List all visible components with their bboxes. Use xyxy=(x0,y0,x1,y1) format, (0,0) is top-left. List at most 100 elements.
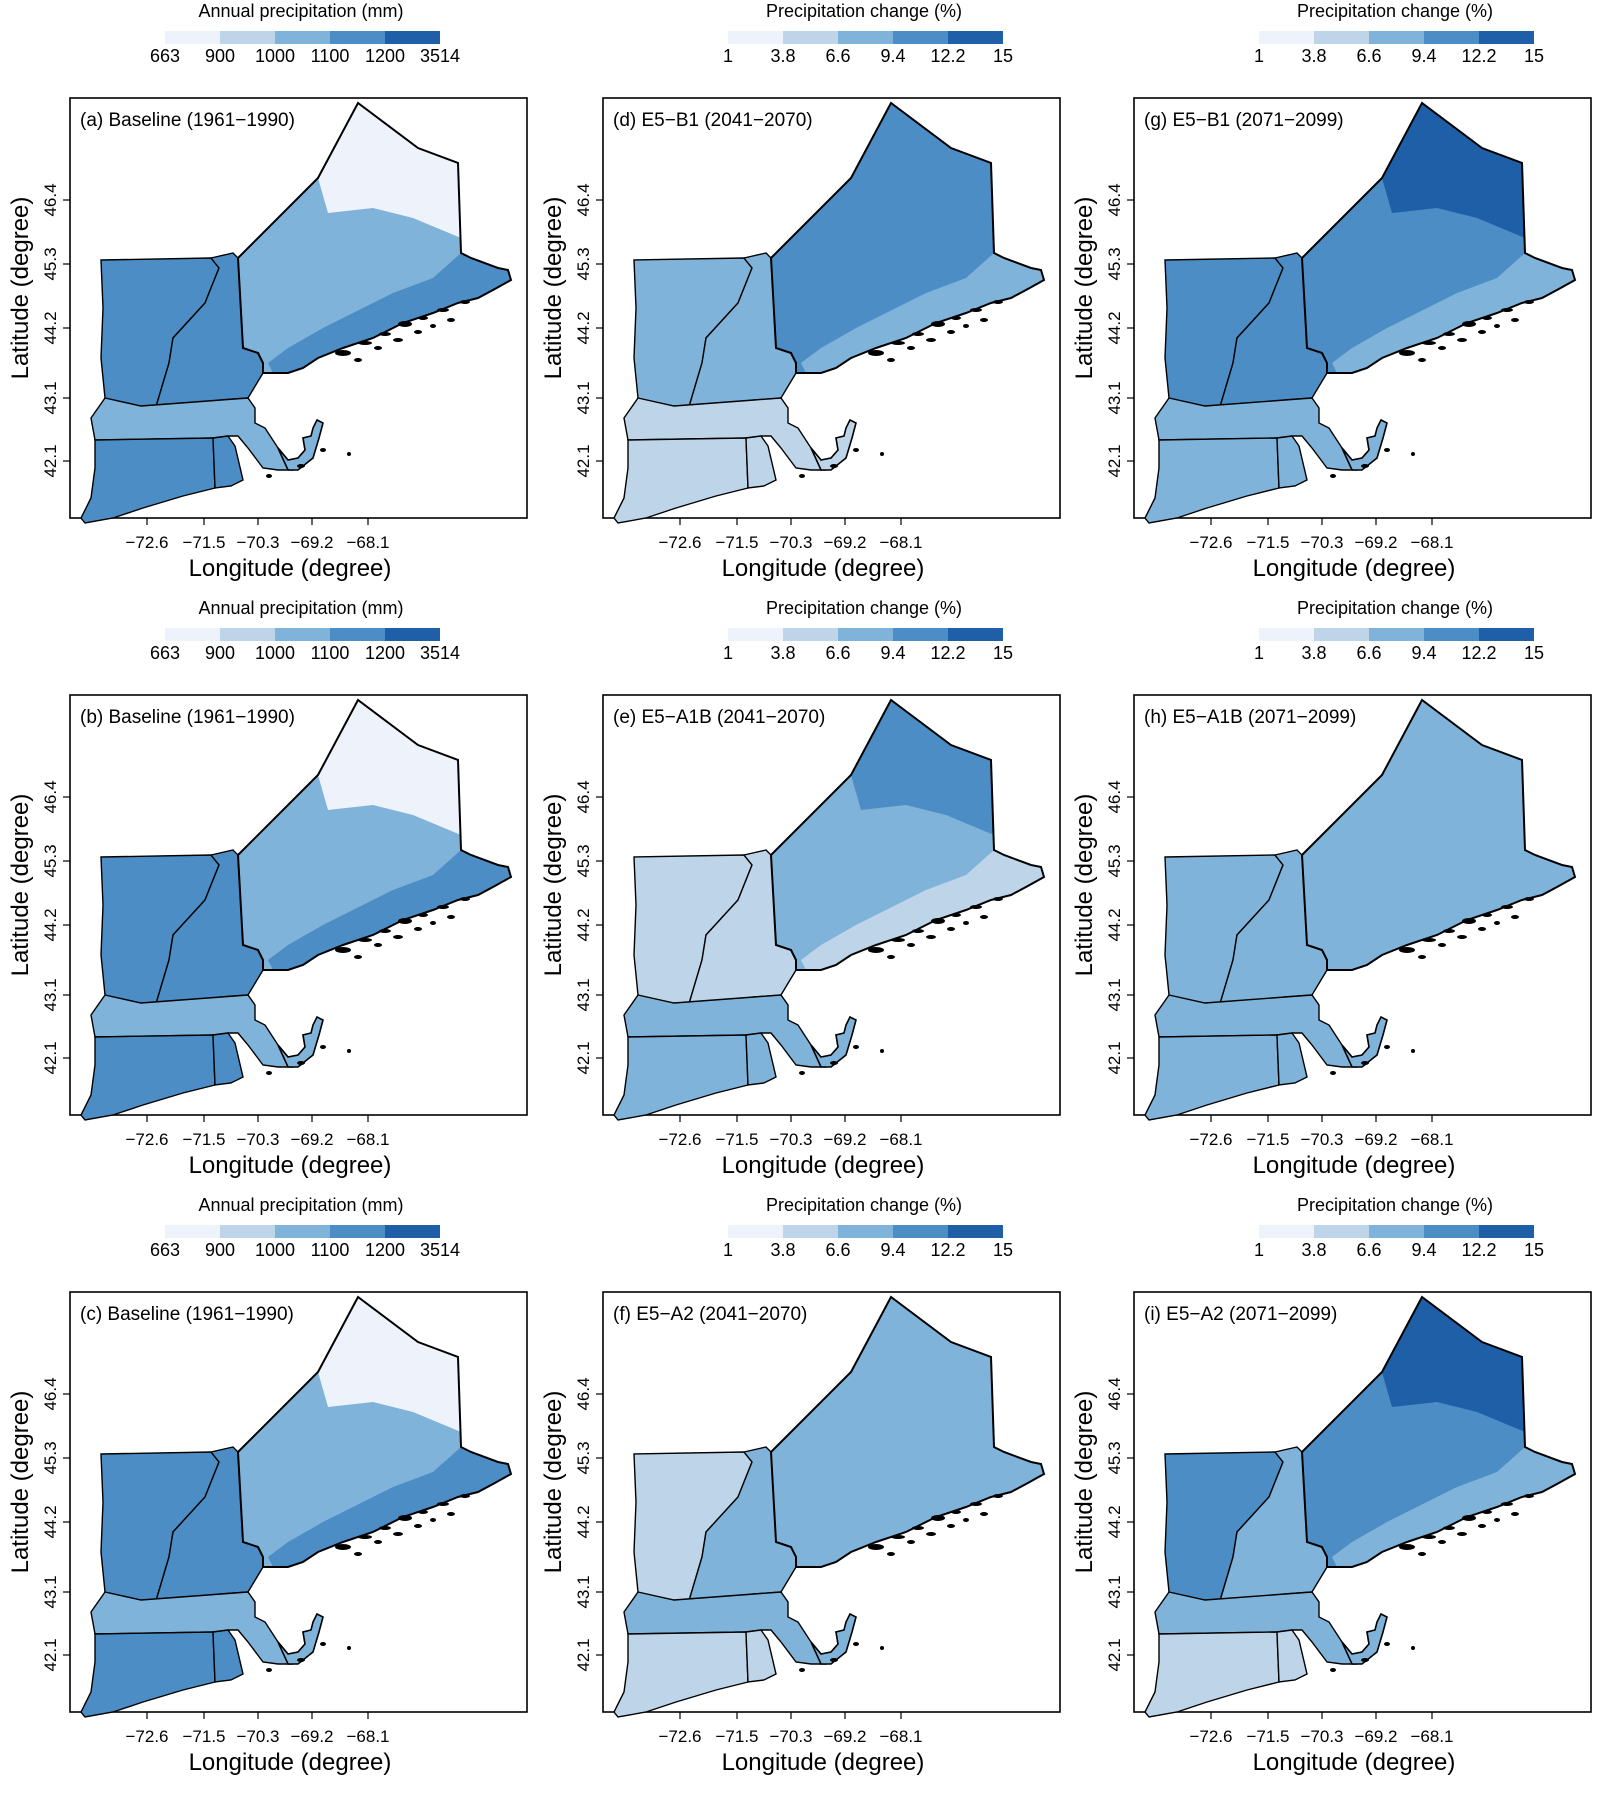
y-tick-label: 42.1 xyxy=(1105,444,1124,477)
legend-break: 900 xyxy=(205,1240,235,1260)
coastal-island xyxy=(393,935,403,939)
coastal-island xyxy=(320,1045,326,1049)
coastal-island xyxy=(354,955,362,959)
y-tick-label: 45.3 xyxy=(1105,247,1124,280)
x-tick-label: −69.2 xyxy=(823,533,866,552)
x-axis-label: Longitude (degree) xyxy=(1253,1749,1456,1776)
coastal-island xyxy=(414,330,422,334)
x-tick-label: −70.3 xyxy=(236,1727,279,1746)
coastal-island xyxy=(266,1668,272,1672)
map-body xyxy=(1144,101,1577,524)
coastal-island xyxy=(880,1646,884,1650)
coastal-island xyxy=(912,1526,924,1530)
y-tick-label: 44.2 xyxy=(41,311,60,344)
coastal-island xyxy=(880,452,884,456)
coastal-island xyxy=(347,1646,351,1650)
coastal-island xyxy=(1411,452,1415,456)
legend-swatch-3 xyxy=(1424,1225,1479,1238)
maine-outline xyxy=(769,101,1046,374)
legend-break: 15 xyxy=(993,1240,1013,1260)
map-panel-a: Annual precipitation (mm) 663 900 1000 1100 1… xyxy=(7,1,528,582)
legend-swatch-3 xyxy=(893,31,948,44)
legend-title: Precipitation change (%) xyxy=(766,1,962,21)
x-tick-label: −69.2 xyxy=(1354,1130,1397,1149)
legend-swatch-2 xyxy=(275,1225,330,1238)
coastal-island xyxy=(320,1642,326,1646)
coastal-island xyxy=(430,1518,436,1522)
legend-break: 15 xyxy=(993,643,1013,663)
legend-swatch-1 xyxy=(783,628,838,641)
coastal-island xyxy=(970,1502,982,1506)
legend-break: 3.8 xyxy=(1301,1240,1326,1260)
legend-swatch-0 xyxy=(728,628,783,641)
coastal-island xyxy=(1330,1071,1336,1075)
y-tick-label: 45.3 xyxy=(41,844,60,877)
y-tick-label: 42.1 xyxy=(574,1041,593,1074)
legend-break: 9.4 xyxy=(880,643,905,663)
legend-break: 3.8 xyxy=(1301,46,1326,66)
x-tick-label: −72.6 xyxy=(125,1727,168,1746)
coastal-island xyxy=(1462,1515,1476,1521)
coastal-island xyxy=(891,938,905,942)
coastal-island xyxy=(398,918,412,924)
coastal-island xyxy=(947,330,955,334)
x-tick-label: −68.1 xyxy=(346,533,389,552)
coastal-island xyxy=(266,1071,272,1075)
coastal-island xyxy=(1478,330,1486,334)
region-maine-north xyxy=(1382,103,1525,238)
legend-swatch-0 xyxy=(1259,1225,1314,1238)
region-cape-cod xyxy=(810,1612,857,1665)
map-panel-h: Precipitation change (%) 1 3.8 6.6 9.4 12.2 15… xyxy=(1071,598,1592,1179)
x-tick-label: −71.5 xyxy=(715,1130,758,1149)
coastal-island xyxy=(1494,1518,1500,1522)
y-tick-label: 42.1 xyxy=(41,1041,60,1074)
coastal-island xyxy=(393,338,403,342)
coastal-island xyxy=(1443,1526,1455,1530)
coastal-island xyxy=(907,943,915,947)
legend-break: 9.4 xyxy=(1411,46,1436,66)
region-cape-cod xyxy=(810,1015,857,1068)
coastal-island xyxy=(447,915,455,919)
coastal-island xyxy=(335,350,351,356)
region-maine-coast xyxy=(268,850,511,970)
coastal-island xyxy=(931,321,945,327)
legend-swatch-0 xyxy=(1259,31,1314,44)
legend-break: 6.6 xyxy=(1356,46,1381,66)
y-tick-label: 42.1 xyxy=(1105,1041,1124,1074)
region-maine-north xyxy=(318,700,461,835)
y-tick-label: 44.2 xyxy=(41,1505,60,1538)
legend-swatch-2 xyxy=(838,628,893,641)
legend-swatch-4 xyxy=(948,1225,1003,1238)
maine-outline xyxy=(1300,1295,1577,1568)
map-panel-b: Annual precipitation (mm) 663 900 1000 1100 1… xyxy=(7,598,528,1179)
coastal-island xyxy=(980,915,988,919)
coastal-island xyxy=(830,1061,838,1065)
region-rhode-island xyxy=(212,1629,244,1683)
x-axis-label: Longitude (degree) xyxy=(722,1749,925,1776)
y-tick-label: 46.4 xyxy=(1105,183,1124,216)
coastal-island xyxy=(398,1515,412,1521)
coastal-island xyxy=(931,1515,945,1521)
coastal-island xyxy=(1330,1668,1336,1672)
coastal-island xyxy=(912,929,924,933)
y-tick-label: 45.3 xyxy=(1105,1441,1124,1474)
y-axis-label: Latitude (degree) xyxy=(540,1391,567,1574)
legend-swatch-0 xyxy=(165,1225,220,1238)
coastal-island xyxy=(963,1518,969,1522)
coastal-island xyxy=(1384,448,1390,452)
coastal-island xyxy=(887,955,895,959)
coastal-island xyxy=(335,947,351,953)
legend-swatch-3 xyxy=(893,1225,948,1238)
map-body xyxy=(80,698,513,1121)
y-tick-label: 46.4 xyxy=(41,1377,60,1410)
legend-swatch-1 xyxy=(1314,628,1369,641)
coastal-island xyxy=(379,929,391,933)
coastal-island xyxy=(437,905,449,909)
coastal-island xyxy=(963,324,969,328)
x-tick-label: −68.1 xyxy=(346,1727,389,1746)
y-tick-label: 46.4 xyxy=(574,780,593,813)
coastal-island xyxy=(1422,341,1436,345)
y-tick-label: 43.1 xyxy=(574,1575,593,1608)
legend-break: 1 xyxy=(1254,643,1264,663)
coastal-island xyxy=(907,1540,915,1544)
